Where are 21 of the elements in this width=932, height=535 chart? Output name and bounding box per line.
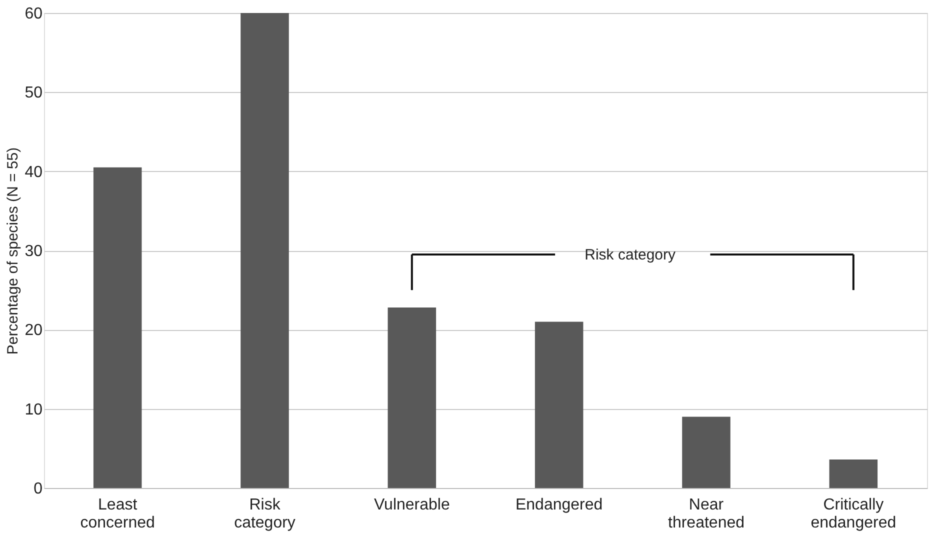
y-tick-label: 30 — [24, 243, 43, 260]
bar — [682, 416, 730, 488]
y-axis-title: Percentage of species (N = 55) — [4, 147, 22, 355]
bar — [93, 167, 142, 488]
bar — [534, 322, 584, 488]
annotation: Risk category — [584, 246, 676, 264]
bar — [829, 460, 878, 488]
y-tick-label: 60 — [24, 6, 43, 22]
y-tick-label: 10 — [24, 401, 43, 418]
bar — [240, 13, 289, 488]
x-tick-label: Critically endangered — [810, 496, 896, 532]
x-tick-label: Least concerned — [80, 496, 155, 532]
x-tick-label: Endangered — [515, 496, 603, 514]
x-tick-label: Risk category — [234, 496, 296, 532]
y-tick-label: 20 — [24, 322, 43, 340]
y-tick-label: 50 — [24, 84, 43, 102]
x-tick-label: Vulnerable — [374, 496, 450, 514]
x-tick-label: Near threatened — [668, 496, 745, 532]
y-tick-label: 0 — [34, 480, 43, 498]
bar — [388, 308, 436, 488]
y-tick-label: 40 — [24, 164, 43, 181]
